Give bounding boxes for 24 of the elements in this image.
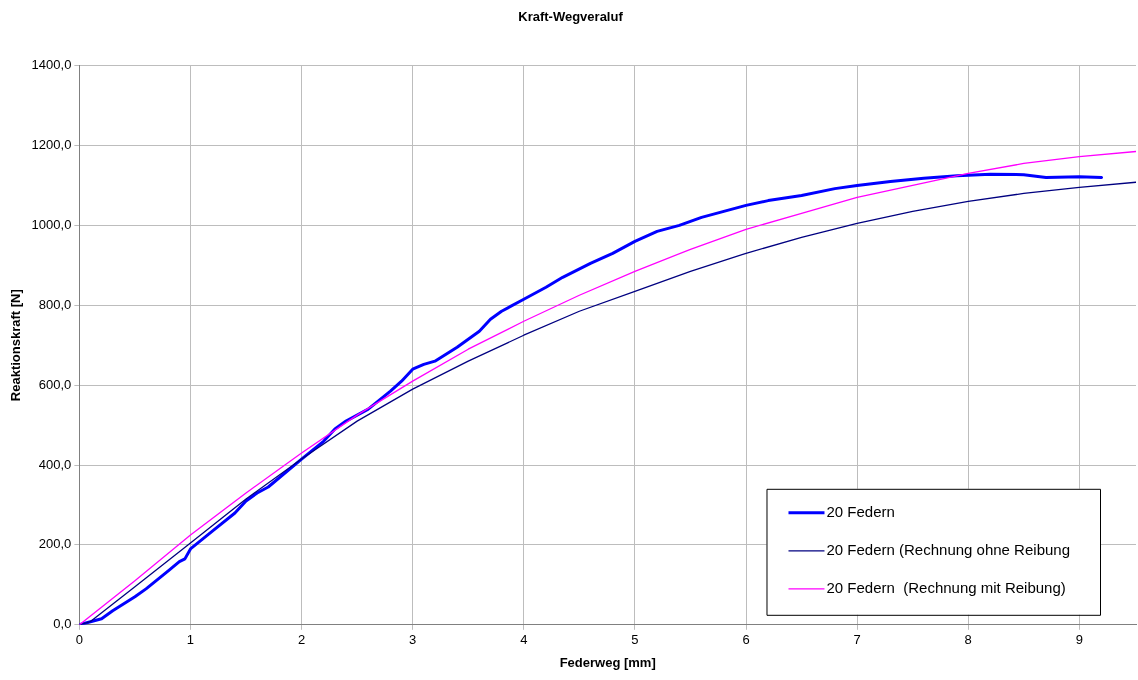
legend-label: 20 Federn (Rechnung ohne Reibung bbox=[826, 540, 1071, 558]
y-tick-label: 1400,0 bbox=[31, 57, 72, 73]
x-tick-label: 3 bbox=[409, 632, 417, 648]
x-tick-label: 0 bbox=[75, 632, 83, 648]
chart-title: Kraft-Wegveraluf bbox=[518, 9, 624, 25]
legend-label: 20 Federn (Rechnung mit Reibung) bbox=[826, 578, 1066, 596]
y-tick-label: 1000,0 bbox=[31, 216, 72, 232]
x-tick-label: 2 bbox=[297, 632, 306, 648]
x-tick-label: 4 bbox=[520, 632, 528, 648]
y-tick-label: 600,0 bbox=[38, 376, 72, 392]
y-tick-label: 200,0 bbox=[38, 536, 72, 552]
legend-label: 20 Federn bbox=[826, 502, 895, 520]
y-tick-label: 0,0 bbox=[53, 616, 72, 632]
x-tick-label: 6 bbox=[742, 632, 750, 648]
y-tick-label: 800,0 bbox=[38, 296, 72, 312]
x-tick-label: 7 bbox=[853, 632, 861, 648]
y-tick-label: 400,0 bbox=[38, 456, 72, 472]
x-tick-label: 5 bbox=[631, 632, 639, 648]
x-tick-label: 1 bbox=[186, 632, 195, 648]
y-tick-label: 1200,0 bbox=[31, 137, 72, 153]
x-tick-label: 9 bbox=[1075, 632, 1083, 648]
x-axis-title: Federweg [mm] bbox=[559, 654, 656, 670]
x-tick-label: 8 bbox=[964, 632, 972, 648]
y-axis-title: Reaktionskraft [N] bbox=[8, 289, 24, 402]
